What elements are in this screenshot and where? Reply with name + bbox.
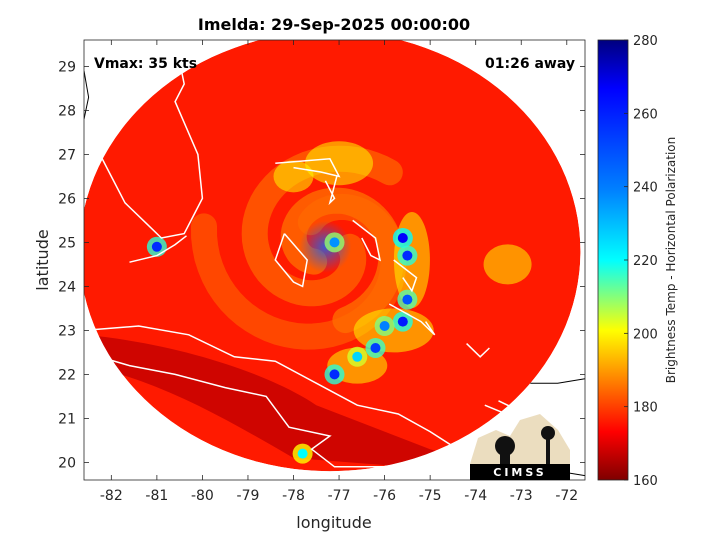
- time-away-annotation: 01:26 away: [485, 56, 575, 72]
- x-tick-label: -79: [237, 488, 260, 504]
- eleuthera: [352, 219, 382, 262]
- cold-spot: [397, 233, 408, 243]
- storm-eye: [299, 220, 352, 273]
- cold-spot: [379, 321, 390, 331]
- x-tick-label: -73: [510, 488, 533, 504]
- x-tick-label: -76: [373, 488, 396, 504]
- cold-spot: [402, 250, 413, 261]
- cat-island: [393, 259, 418, 293]
- turks-caicos: [530, 378, 585, 384]
- convective-patch: [483, 244, 532, 285]
- cimss-logo: CIMSS: [470, 414, 570, 480]
- x-tick-label: -81: [145, 488, 168, 504]
- colorbar-tick-label: 280: [633, 34, 658, 49]
- long-island: [388, 303, 436, 336]
- x-tick-label: -82: [100, 488, 123, 504]
- cold-spots: [146, 228, 418, 464]
- y-tick-label: 21: [58, 411, 76, 427]
- y-axis-label: latitude: [33, 229, 52, 290]
- cold-spot: [297, 448, 308, 459]
- x-tick-label: -75: [419, 488, 442, 504]
- y-tick-label: 20: [58, 455, 76, 471]
- colorbar-tick-label: 160: [633, 474, 658, 489]
- gulf-coast: [84, 70, 90, 120]
- colorbar: [597, 39, 629, 481]
- vmax-annotation: Vmax: 35 kts: [94, 56, 197, 72]
- rain-band: [191, 193, 407, 350]
- coastlines: [84, 40, 528, 468]
- cold-spot: [402, 294, 413, 305]
- y-axis: 20 21 22 23 24 25 26 27 28 29: [58, 59, 585, 471]
- colorbar-tick-label: 220: [633, 254, 658, 269]
- y-tick-label: 25: [58, 235, 76, 251]
- x-tick-label: -77: [328, 488, 351, 504]
- y-tick-label: 28: [58, 103, 76, 119]
- logo-text: CIMSS: [493, 466, 546, 479]
- colorbar-label: Brightness Temp - Horizontal Polarizatio…: [664, 137, 678, 384]
- grand-bahama: [275, 158, 341, 178]
- x-tick-label: -74: [464, 488, 487, 504]
- florida-coastline: [84, 40, 204, 239]
- x-tick-label: -80: [191, 488, 214, 504]
- convective-patch: [305, 141, 374, 186]
- plot-area: [84, 40, 585, 477]
- convective-patch: [353, 308, 434, 353]
- acklins: [466, 343, 490, 358]
- y-tick-label: 29: [58, 59, 76, 75]
- cuba-coastline: [84, 325, 464, 468]
- andros: [274, 233, 308, 288]
- cold-spot: [352, 351, 363, 362]
- colorbar-tick-label: 240: [633, 181, 658, 196]
- colorbar-tick-label: 180: [633, 401, 658, 416]
- y-tick-label: 22: [58, 367, 76, 383]
- colorbar-tick-label: 200: [633, 327, 658, 342]
- inagua: [484, 400, 528, 420]
- y-tick-label: 23: [58, 323, 76, 339]
- x-axis-label: longitude: [296, 513, 371, 532]
- cuba-land-signal: [84, 334, 463, 472]
- y-tick-label: 27: [58, 147, 76, 163]
- colorbar-ticks: 160 180 200 220 240 260 280: [624, 34, 658, 489]
- abaco: [324, 176, 338, 206]
- chart-title: Imelda: 29-Sep-2025 00:00:00: [198, 15, 470, 34]
- cold-spot: [370, 343, 381, 353]
- x-tick-label: -72: [555, 488, 578, 504]
- cold-spot: [329, 237, 340, 248]
- x-axis: -82 -81 -80 -79 -78 -77 -76 -75 -74 -73 -72: [100, 40, 578, 504]
- florida-keys: [129, 235, 187, 263]
- x-tick-label: -78: [282, 488, 305, 504]
- plot-frame: [83, 39, 586, 481]
- cold-spot: [151, 241, 162, 252]
- colorbar-tick-label: 260: [633, 107, 658, 122]
- cold-spot: [329, 369, 340, 380]
- y-tick-label: 24: [58, 279, 76, 295]
- y-tick-label: 26: [58, 191, 76, 207]
- convective-patch: [273, 160, 314, 193]
- cold-spot: [397, 316, 408, 327]
